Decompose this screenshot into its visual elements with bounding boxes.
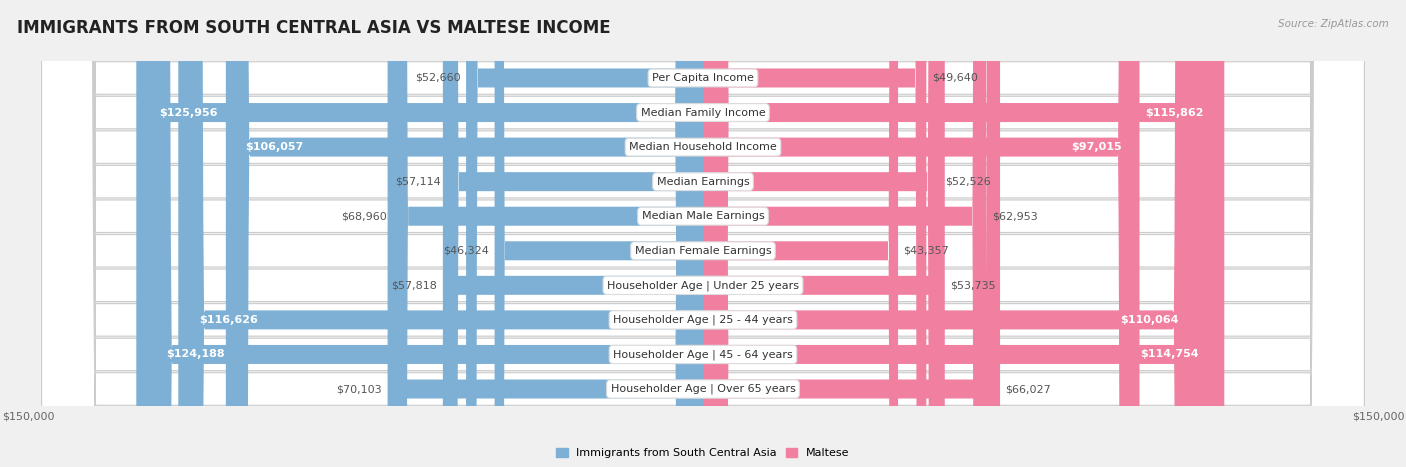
FancyBboxPatch shape xyxy=(42,0,1364,467)
Text: $49,640: $49,640 xyxy=(932,73,977,83)
Text: Householder Age | Under 25 years: Householder Age | Under 25 years xyxy=(607,280,799,290)
FancyBboxPatch shape xyxy=(703,0,927,467)
Text: Per Capita Income: Per Capita Income xyxy=(652,73,754,83)
FancyBboxPatch shape xyxy=(42,0,1364,467)
FancyBboxPatch shape xyxy=(226,0,703,467)
FancyBboxPatch shape xyxy=(42,0,1364,467)
Text: $57,114: $57,114 xyxy=(395,177,440,187)
Text: Median Earnings: Median Earnings xyxy=(657,177,749,187)
Text: $62,953: $62,953 xyxy=(991,211,1038,221)
FancyBboxPatch shape xyxy=(703,0,945,467)
Text: Median Family Income: Median Family Income xyxy=(641,107,765,118)
FancyBboxPatch shape xyxy=(392,0,703,467)
FancyBboxPatch shape xyxy=(42,0,1364,467)
Text: $52,526: $52,526 xyxy=(945,177,990,187)
Text: $114,754: $114,754 xyxy=(1140,349,1199,360)
Text: $115,862: $115,862 xyxy=(1144,107,1204,118)
Text: Median Male Earnings: Median Male Earnings xyxy=(641,211,765,221)
FancyBboxPatch shape xyxy=(703,0,898,467)
FancyBboxPatch shape xyxy=(42,0,1364,467)
Text: Median Female Earnings: Median Female Earnings xyxy=(634,246,772,256)
Legend: Immigrants from South Central Asia, Maltese: Immigrants from South Central Asia, Malt… xyxy=(553,444,853,463)
FancyBboxPatch shape xyxy=(179,0,703,467)
Text: $70,103: $70,103 xyxy=(336,384,382,394)
Text: Householder Age | 45 - 64 years: Householder Age | 45 - 64 years xyxy=(613,349,793,360)
FancyBboxPatch shape xyxy=(145,0,703,467)
FancyBboxPatch shape xyxy=(136,0,703,467)
FancyBboxPatch shape xyxy=(703,0,939,467)
Text: $110,064: $110,064 xyxy=(1121,315,1178,325)
Text: Source: ZipAtlas.com: Source: ZipAtlas.com xyxy=(1278,19,1389,28)
FancyBboxPatch shape xyxy=(703,0,1139,467)
Text: $43,357: $43,357 xyxy=(904,246,949,256)
Text: $66,027: $66,027 xyxy=(1005,384,1052,394)
Text: $97,015: $97,015 xyxy=(1071,142,1122,152)
FancyBboxPatch shape xyxy=(388,0,703,467)
FancyBboxPatch shape xyxy=(703,0,986,467)
Text: $57,818: $57,818 xyxy=(392,280,437,290)
Text: $106,057: $106,057 xyxy=(245,142,304,152)
FancyBboxPatch shape xyxy=(703,0,1219,467)
FancyBboxPatch shape xyxy=(42,0,1364,467)
FancyBboxPatch shape xyxy=(443,0,703,467)
Text: $116,626: $116,626 xyxy=(200,315,259,325)
Text: $46,324: $46,324 xyxy=(443,246,489,256)
FancyBboxPatch shape xyxy=(703,0,1198,467)
FancyBboxPatch shape xyxy=(495,0,703,467)
FancyBboxPatch shape xyxy=(42,0,1364,467)
Text: Median Household Income: Median Household Income xyxy=(628,142,778,152)
Text: $53,735: $53,735 xyxy=(950,280,995,290)
Text: Householder Age | Over 65 years: Householder Age | Over 65 years xyxy=(610,384,796,394)
Text: Householder Age | 25 - 44 years: Householder Age | 25 - 44 years xyxy=(613,315,793,325)
FancyBboxPatch shape xyxy=(42,0,1364,467)
FancyBboxPatch shape xyxy=(42,0,1364,467)
FancyBboxPatch shape xyxy=(446,0,703,467)
Text: $124,188: $124,188 xyxy=(166,349,225,360)
FancyBboxPatch shape xyxy=(703,0,1225,467)
Text: $68,960: $68,960 xyxy=(342,211,387,221)
Text: $52,660: $52,660 xyxy=(415,73,461,83)
FancyBboxPatch shape xyxy=(42,0,1364,467)
Text: IMMIGRANTS FROM SOUTH CENTRAL ASIA VS MALTESE INCOME: IMMIGRANTS FROM SOUTH CENTRAL ASIA VS MA… xyxy=(17,19,610,37)
Text: $125,956: $125,956 xyxy=(159,107,218,118)
FancyBboxPatch shape xyxy=(465,0,703,467)
FancyBboxPatch shape xyxy=(703,0,1000,467)
